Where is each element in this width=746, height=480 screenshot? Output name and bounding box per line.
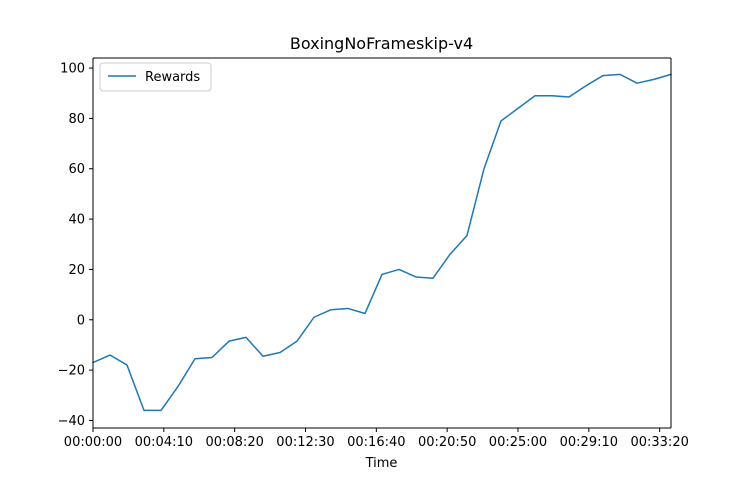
legend: Rewards	[99, 62, 212, 92]
y-tick-label: 20	[68, 263, 85, 278]
plot-background	[93, 58, 671, 428]
y-tick-label: 80	[68, 112, 85, 127]
y-tick-label: 40	[68, 213, 85, 228]
x-tick-label: 00:04:10	[135, 435, 193, 450]
legend-box	[99, 62, 212, 92]
x-tick-label: 00:33:20	[630, 435, 688, 450]
y-tick-label: 60	[68, 162, 85, 177]
x-tick-label: 00:12:30	[276, 435, 334, 450]
x-axis-ticks: 00:00:00 00:04:10 00:08:20 00:12:30 00:16:40…	[64, 428, 689, 450]
legend-label-rewards: Rewards	[145, 70, 200, 85]
x-tick-label: 00:16:40	[347, 435, 405, 450]
series-line-rewards	[92, 73, 672, 412]
x-tick-label: 00:00:00	[64, 435, 122, 450]
x-tick-label: 00:08:20	[205, 435, 263, 450]
x-tick-label: 00:25:00	[489, 435, 547, 450]
y-tick-label: 100	[60, 62, 85, 77]
chart-title: BoxingNoFrameskip-v4	[290, 34, 473, 53]
x-tick-label: 00:29:10	[560, 435, 618, 450]
plot-area	[92, 57, 672, 429]
y-tick-label: 0	[77, 313, 85, 328]
y-tick-label: −20	[58, 364, 85, 379]
y-axis-ticks: −40 −20 0 20 40 60 80 100	[58, 62, 93, 429]
x-axis-label: Time	[365, 456, 398, 471]
x-tick-label: 00:20:50	[418, 435, 476, 450]
y-tick-label: −40	[58, 414, 85, 429]
